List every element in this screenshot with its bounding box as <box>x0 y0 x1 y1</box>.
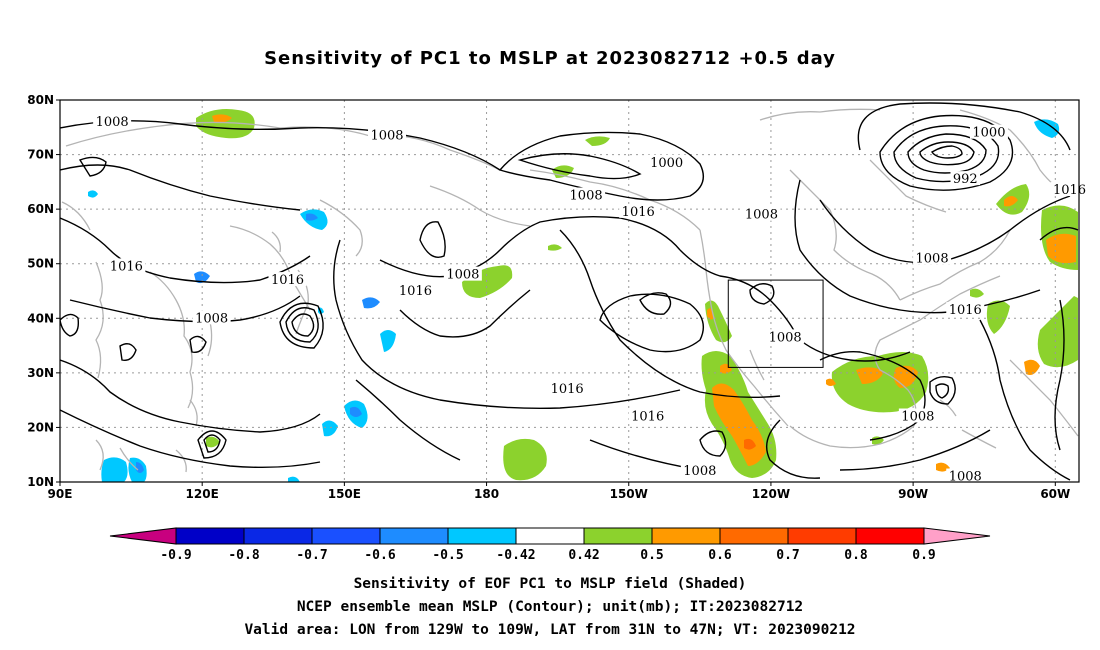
colorbar-tick-label: 0.5 <box>640 548 663 563</box>
colorbar-tick-label: -0.9 <box>160 548 191 563</box>
colorbar-segment <box>855 527 925 545</box>
contour-label: 1008 <box>446 268 479 283</box>
lon-tick-label: 150E <box>328 487 361 501</box>
lon-tick-label: 180 <box>474 487 499 501</box>
contour-label-bg <box>567 187 606 202</box>
colorbar-tick-label: 0.6 <box>708 548 732 563</box>
colorbar-segment <box>719 527 789 545</box>
contour-label: 1008 <box>96 115 129 130</box>
colorbar-tick-label: -0.7 <box>296 548 327 563</box>
caption-line-1: Sensitivity of EOF PC1 to MSLP field (Sh… <box>353 576 747 592</box>
colorbar-segment <box>379 527 449 545</box>
valid-area-box <box>727 279 824 368</box>
caption-line-3: Valid area: LON from 129W to 109W, LAT f… <box>244 622 856 638</box>
map-title: Sensitivity of PC1 to MSLP at 2023082712… <box>264 48 836 69</box>
contour-label-bg <box>368 127 407 142</box>
contour-label-bg <box>898 408 937 423</box>
contour-label: 1016 <box>622 205 655 220</box>
colorbar-segment <box>447 527 517 545</box>
contour-label-bg <box>443 266 482 281</box>
positive-sensitivity-patches <box>196 109 1078 481</box>
colorbar-segment <box>175 527 245 545</box>
contour-label: 1016 <box>110 259 143 274</box>
contour-label: 992 <box>953 172 978 187</box>
lon-tick-label: 60W <box>1040 487 1070 501</box>
lat-tick-label: 70N <box>27 148 54 162</box>
latitude-axis: 10N 20N 30N 40N 50N 60N 70N 80N <box>27 93 60 489</box>
colorbar-tick-label: 0.42 <box>568 548 599 563</box>
longitude-axis: 90E 120E 150E 180 150W 120W 90W 60W <box>48 482 1070 501</box>
contour-label-bg <box>969 124 1008 139</box>
colorbar-segment <box>583 527 653 545</box>
colorbar-tick-label: 0.7 <box>776 548 799 563</box>
contour-label-bg <box>647 154 686 169</box>
contour-label-bg <box>548 381 587 396</box>
plot-frame <box>59 99 1080 483</box>
colorbar-tick-label: 0.8 <box>844 548 868 563</box>
contour-label-bg <box>93 113 132 128</box>
contour-label: 1008 <box>370 128 403 143</box>
colorbar-tick-label: -0.42 <box>496 548 535 563</box>
colorbar-low-extend <box>109 527 177 545</box>
contour-label-bg <box>628 408 667 423</box>
lat-tick-label: 30N <box>27 366 54 380</box>
colorbar-segment <box>651 527 721 545</box>
caption-line-2: NCEP ensemble mean MSLP (Contour); unit(… <box>296 599 804 615</box>
contour-label: 1016 <box>1053 183 1086 198</box>
lon-tick-label: 90E <box>48 487 73 501</box>
contour-label: 1008 <box>916 251 949 266</box>
contour-label: 1008 <box>570 189 603 204</box>
contour-label: 1016 <box>271 273 304 288</box>
lon-tick-label: 120W <box>752 487 790 501</box>
contour-labels: 1008 1008 1000 1008 1016 1008 1000 992 1016 1008 1… <box>93 113 1089 485</box>
contour-label-bg <box>192 310 231 325</box>
sensitivity-shading <box>88 109 1078 482</box>
contour-label: 1008 <box>745 208 778 223</box>
contour-label: 1008 <box>901 410 934 425</box>
contour-label-bg <box>396 283 435 297</box>
lat-tick-label: 60N <box>27 202 54 216</box>
contour-label: 1008 <box>769 330 802 345</box>
contour-label-bg <box>742 206 781 221</box>
contour-label-bg <box>946 468 985 483</box>
colorbar-tick-label: -0.5 <box>432 548 463 563</box>
contour-label-bg <box>619 203 658 218</box>
contour-label-bg <box>268 272 307 287</box>
colorbar-segment <box>311 527 381 545</box>
colorbar-tick-label: -0.6 <box>364 548 395 563</box>
contour-label: 1016 <box>949 303 982 318</box>
lon-tick-label: 150W <box>610 487 648 501</box>
contour-label-bg <box>913 250 952 265</box>
contour-label-bg <box>680 463 719 478</box>
colorbar-segment <box>515 527 585 545</box>
colorbar-high-extend <box>923 527 991 545</box>
contour-label: 1000 <box>972 126 1005 141</box>
lat-tick-label: 10N <box>27 475 54 489</box>
colorbar-segment <box>787 527 857 545</box>
colorbar: -0.9 -0.8 -0.7 -0.6 -0.5 -0.42 0.42 0.5 0.6 0.7 0.… <box>109 527 991 563</box>
lat-tick-label: 50N <box>27 257 54 271</box>
lat-tick-label: 20N <box>27 420 54 434</box>
lon-tick-label: 120E <box>186 487 219 501</box>
contour-label: 1008 <box>195 311 228 326</box>
contour-label: 1016 <box>399 284 432 299</box>
contour-label-bg <box>946 302 985 317</box>
contour-label: 1000 <box>650 156 683 171</box>
colorbar-segment <box>243 527 313 545</box>
lat-tick-label: 80N <box>27 93 54 107</box>
contour-label: 1008 <box>949 470 982 485</box>
contour-label-bg <box>766 329 805 344</box>
lon-tick-label: 90W <box>898 487 928 501</box>
colorbar-tick-label: 0.9 <box>912 548 935 563</box>
lat-lon-grid <box>60 100 1079 482</box>
colorbar-tick-label: -0.8 <box>228 548 259 563</box>
contour-label-bg <box>107 258 146 273</box>
contour-label: 1016 <box>551 382 584 397</box>
lat-tick-label: 40N <box>27 311 54 325</box>
contour-label: 1016 <box>631 410 664 425</box>
contour-label-bg <box>950 171 981 186</box>
contour-label: 1008 <box>683 464 716 479</box>
